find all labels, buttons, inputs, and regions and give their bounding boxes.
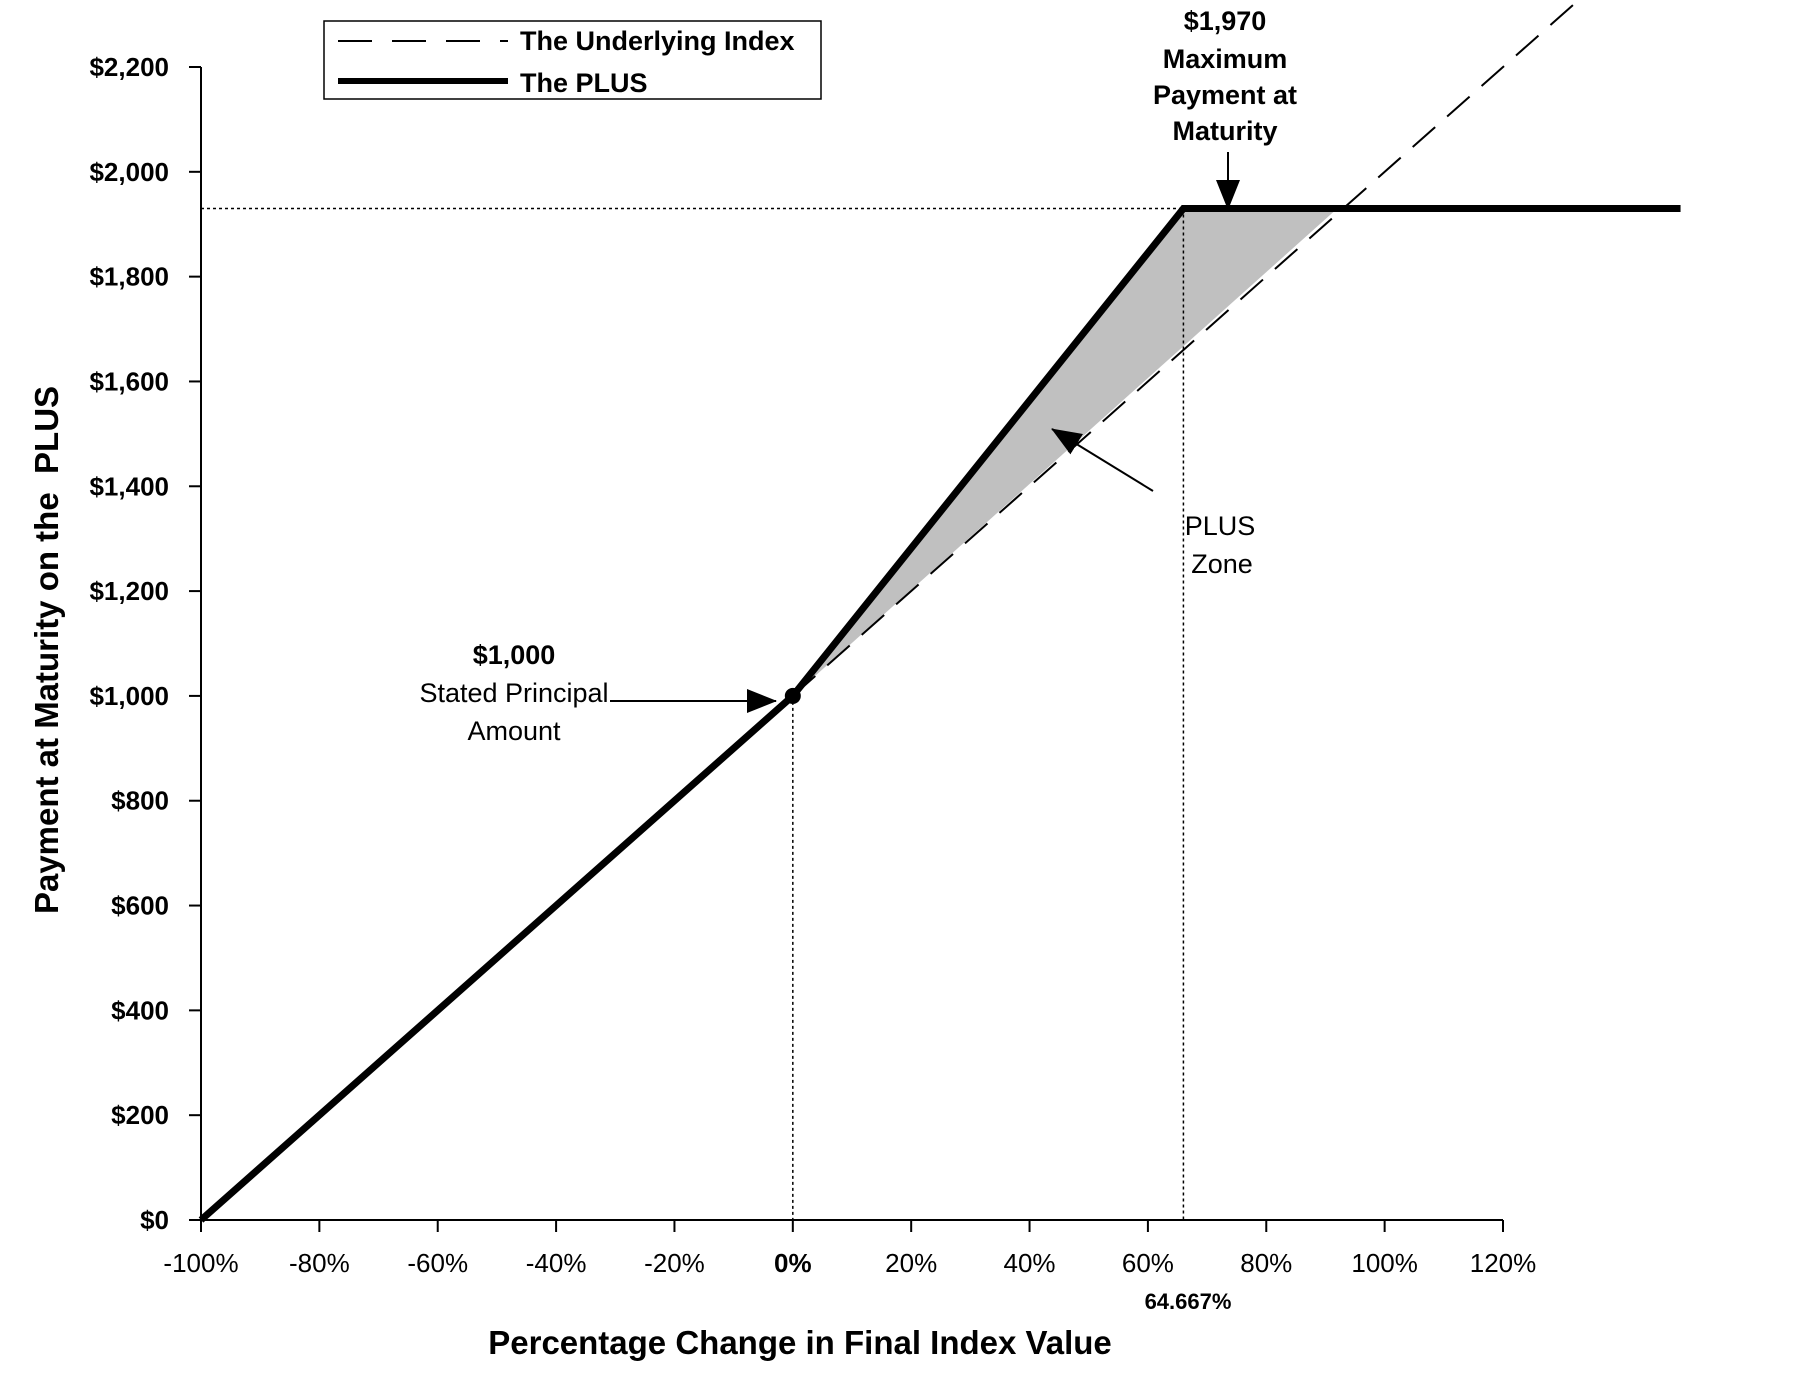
annotation-principal: $1,000 Stated Principal Amount bbox=[419, 640, 777, 746]
series-line-underlying-index bbox=[792, 0, 1581, 697]
x-tick-label: 0% bbox=[774, 1248, 812, 1278]
y-tick-label: $2,000 bbox=[89, 157, 169, 187]
legend-label-underlying-index: The Underlying Index bbox=[520, 26, 795, 56]
annotation-max-line-4: Maturity bbox=[1172, 116, 1277, 146]
legend: The Underlying Index The PLUS bbox=[323, 20, 822, 100]
annotation-max-line-1: $1,970 bbox=[1184, 6, 1267, 36]
y-tick-label: $1,600 bbox=[89, 366, 169, 396]
x-tick-label: 60% bbox=[1122, 1248, 1174, 1278]
series-line-plus bbox=[198, 205, 1681, 1223]
annotation-max-payment: $1,970 Maximum Payment at Maturity bbox=[1153, 6, 1297, 210]
y-axis-ticks: $0 $200 $400 $600 $800 $1,000 $1,200 $1,400 $1,6… bbox=[89, 52, 201, 1235]
y-tick-label: $400 bbox=[111, 995, 169, 1025]
x-tick-label: 40% bbox=[1004, 1248, 1056, 1278]
annotation-max-line-3: Payment at bbox=[1153, 80, 1297, 110]
annotation-plus-zone: PLUS Zone bbox=[1051, 428, 1256, 579]
y-tick-label: $800 bbox=[111, 786, 169, 816]
y-tick-label: $600 bbox=[111, 891, 169, 921]
principal-point bbox=[784, 687, 801, 704]
y-tick-label: $200 bbox=[111, 1100, 169, 1130]
x-tick-label: 80% bbox=[1240, 1248, 1292, 1278]
x-tick-label: 100% bbox=[1351, 1248, 1418, 1278]
y-axis-title: Payment at Maturity on the PLUS bbox=[28, 386, 65, 914]
annotation-principal-line-2: Stated Principal bbox=[419, 678, 608, 708]
annotation-principal-line-1: $1,000 bbox=[473, 640, 556, 670]
x-tick-label: -40% bbox=[526, 1248, 587, 1278]
plus-zone-area bbox=[792, 208, 1338, 696]
annotation-principal-line-3: Amount bbox=[467, 716, 561, 746]
y-tick-label: $0 bbox=[140, 1205, 169, 1235]
x-tick-label: 120% bbox=[1470, 1248, 1537, 1278]
y-tick-label: $1,400 bbox=[89, 471, 169, 501]
annotation-zone-line-1: PLUS bbox=[1185, 511, 1256, 541]
legend-box bbox=[323, 20, 822, 100]
x-axis-ticks: -100% -80% -60% -40% -20% 0% 20% 40% 60% 80% 100% 1… bbox=[163, 1220, 1536, 1278]
y-tick-label: $1,000 bbox=[89, 681, 169, 711]
annotation-max-line-2: Maximum bbox=[1163, 44, 1288, 74]
x-tick-label: 20% bbox=[885, 1248, 937, 1278]
annotation-zone-arrow bbox=[1051, 428, 1154, 492]
y-tick-label: $1,200 bbox=[89, 576, 169, 606]
y-tick-label: $1,800 bbox=[89, 262, 169, 292]
legend-label-plus: The PLUS bbox=[520, 68, 648, 98]
y-tick-label: $2,200 bbox=[89, 52, 169, 82]
x-axis-title: Percentage Change in Final Index Value bbox=[488, 1324, 1112, 1361]
x-tick-label: -20% bbox=[644, 1248, 705, 1278]
cap-percentage-label: 64.667% bbox=[1145, 1289, 1232, 1314]
x-tick-label: -100% bbox=[163, 1248, 238, 1278]
x-tick-label: -80% bbox=[289, 1248, 350, 1278]
annotation-zone-line-2: Zone bbox=[1191, 549, 1253, 579]
x-tick-label: -60% bbox=[407, 1248, 468, 1278]
